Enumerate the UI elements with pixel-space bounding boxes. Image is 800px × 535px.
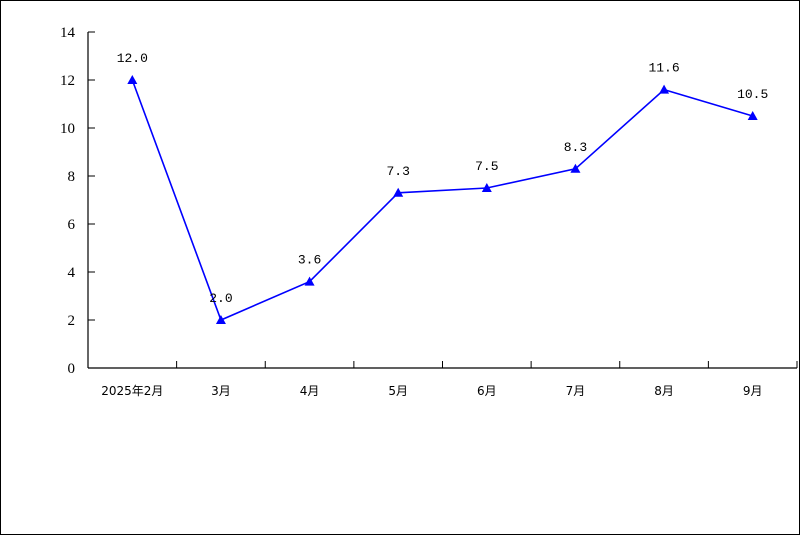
data-label: 11.6 — [648, 61, 679, 76]
data-label: 3.6 — [298, 253, 321, 268]
triangle-marker-icon — [304, 276, 315, 286]
y-tick-label: 12 — [60, 73, 75, 89]
x-category-label: 2025年2月 — [101, 384, 163, 398]
triangle-marker-icon — [659, 84, 670, 94]
x-category-label: 4月 — [300, 384, 320, 398]
data-label: 12.0 — [117, 51, 148, 66]
x-category-label: 7月 — [566, 384, 586, 398]
x-category-label: 3月 — [211, 384, 231, 398]
x-category-label: 6月 — [477, 384, 497, 398]
y-axis-ticks: 0 2 4 6 8 10 12 14 — [60, 25, 95, 377]
triangle-marker-icon — [747, 111, 758, 120]
series-line — [131, 79, 753, 322]
y-tick-label: 4 — [68, 265, 76, 281]
data-label: 8.3 — [564, 140, 587, 155]
data-label: 2.0 — [209, 291, 232, 306]
y-tick-label: 10 — [60, 121, 75, 137]
triangle-marker-icon — [570, 163, 581, 173]
x-category-label: 5月 — [388, 384, 408, 398]
y-tick-label: 2 — [68, 313, 76, 329]
data-labels: 12.0 2.0 3.6 7.3 7.5 8.3 11.6 10.5 — [117, 51, 769, 306]
triangle-marker-icon — [481, 183, 492, 192]
triangle-marker-icon — [127, 75, 138, 84]
data-label: 7.3 — [386, 164, 409, 179]
x-category-label: 9月 — [743, 384, 763, 398]
data-label: 10.5 — [737, 87, 768, 102]
y-tick-label: 0 — [68, 361, 76, 377]
axes — [87, 32, 797, 369]
triangle-marker-icon — [215, 315, 226, 324]
y-tick-label: 6 — [68, 217, 76, 233]
y-tick-label: 14 — [60, 25, 76, 41]
y-tick-label: 8 — [68, 169, 76, 185]
data-series — [127, 75, 758, 324]
x-axis-ticks: 2025年2月 3月 4月 5月 6月 7月 8月 9月 — [101, 361, 798, 398]
data-label: 7.5 — [475, 159, 498, 174]
triangle-marker-icon — [393, 187, 404, 197]
x-category-label: 8月 — [654, 384, 674, 398]
